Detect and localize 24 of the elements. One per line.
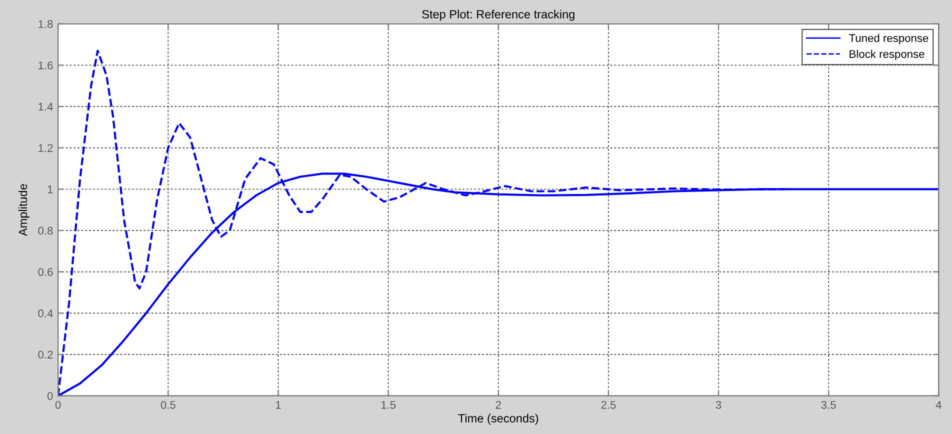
y-tick-label: 0.2 bbox=[38, 350, 53, 359]
x-tick-label: 0.5 bbox=[160, 400, 176, 409]
y-tick-label: 0 bbox=[47, 392, 53, 400]
y-tick-label: 0.4 bbox=[38, 309, 53, 318]
x-tick-label: 0 bbox=[55, 400, 61, 409]
chart-title: Step Plot: Reference tracking bbox=[422, 10, 574, 21]
x-tick-label: 1.5 bbox=[381, 401, 396, 409]
legend-label: Block response bbox=[850, 50, 924, 60]
y-axis-title: Amplitude bbox=[18, 184, 30, 236]
x-tick-label: 2 bbox=[496, 400, 501, 409]
y-tick-label: 0.6 bbox=[38, 268, 53, 276]
y-tick-label: 1.4 bbox=[38, 102, 53, 111]
y-tick-label: 0.8 bbox=[38, 226, 53, 235]
y-tick-label: 1.6 bbox=[38, 61, 53, 70]
x-axis-title: Time (seconds) bbox=[458, 414, 538, 425]
x-tick-label: 3.5 bbox=[821, 400, 836, 409]
x-tick-label: 2.5 bbox=[601, 400, 616, 409]
x-tick-label: 4 bbox=[936, 401, 942, 409]
y-tick-label: 1.8 bbox=[38, 20, 53, 28]
y-tick-label: 1.2 bbox=[38, 144, 53, 152]
x-tick-label: 1 bbox=[276, 401, 281, 409]
x-tick-label: 3 bbox=[716, 400, 722, 409]
y-tick-label: 1 bbox=[48, 186, 53, 194]
legend-label: Tuned response bbox=[849, 34, 928, 44]
